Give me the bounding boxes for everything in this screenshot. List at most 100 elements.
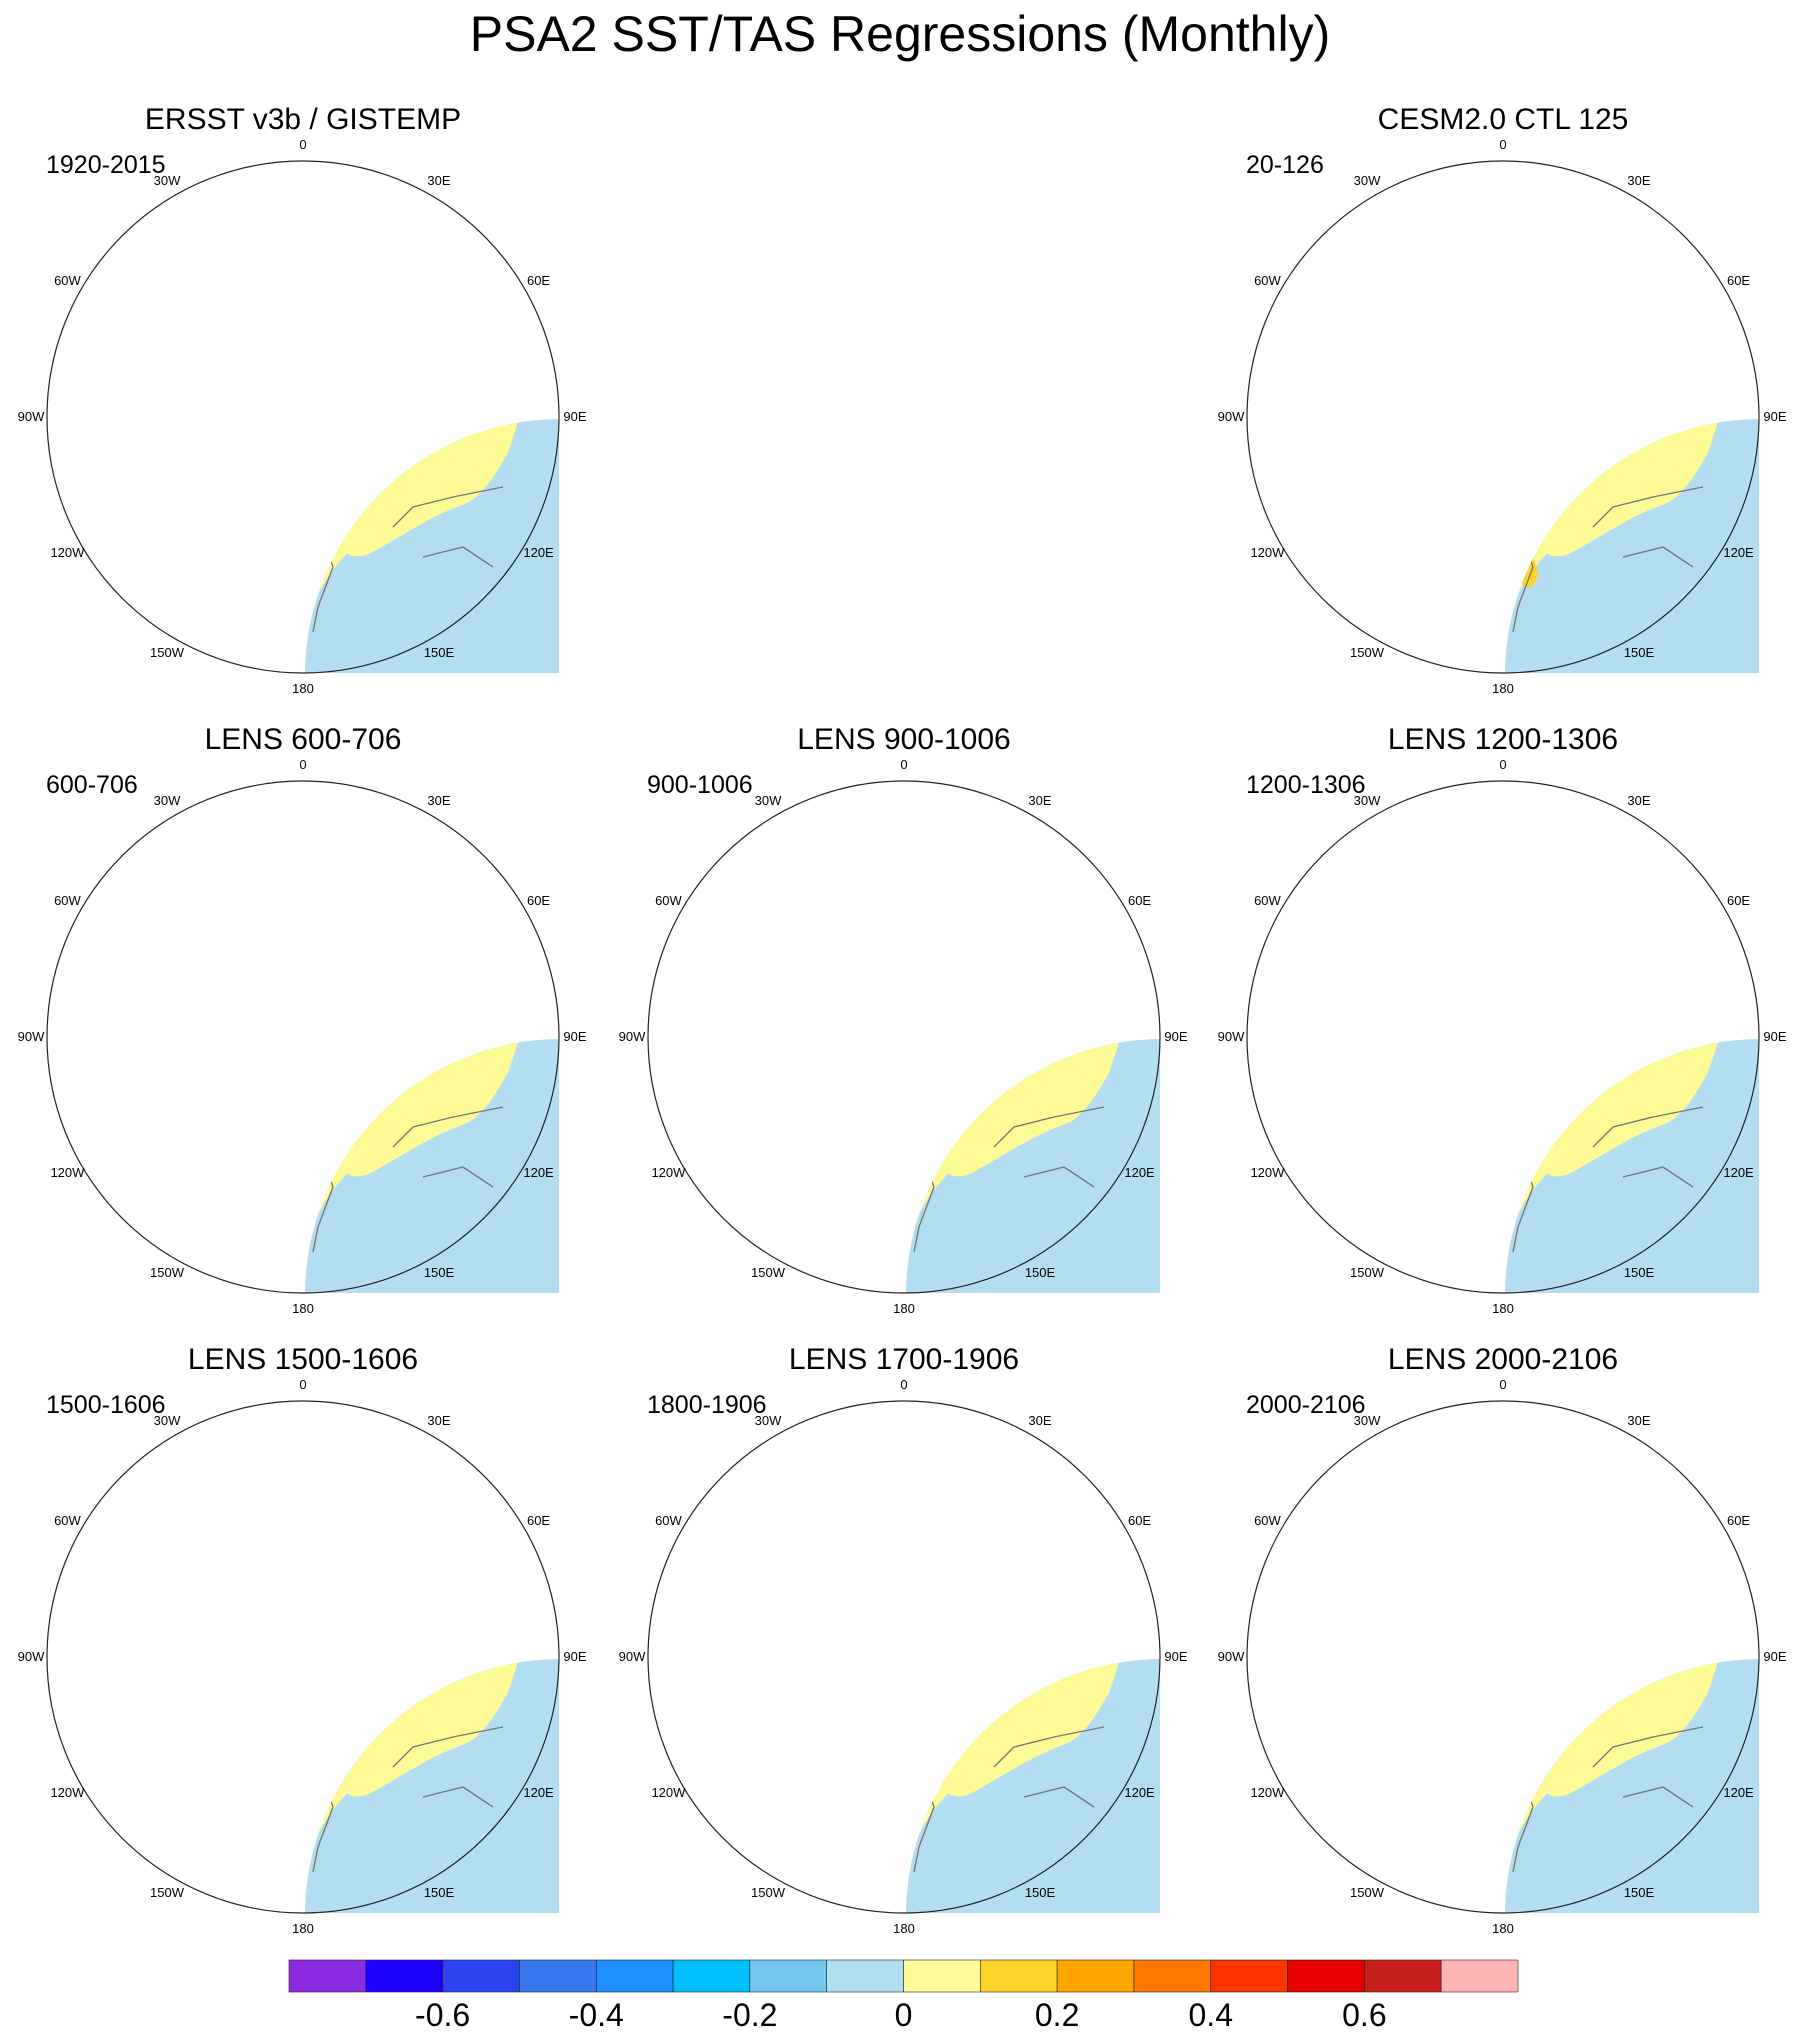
coastline-4 — [392, 486, 504, 528]
colorbar-swatch-9 — [980, 1959, 1058, 1993]
longitude-label: 30W — [1353, 1413, 1381, 1429]
longitude-label: 60W — [54, 893, 81, 908]
ocean-field — [305, 1659, 559, 1913]
contour-region-0 — [766, 1414, 943, 1541]
contour-region-4 — [1273, 352, 1353, 421]
contour-region-6 — [1359, 1634, 1456, 1727]
longitude-label: 150E — [1623, 644, 1655, 660]
colorbar-swatch-3 — [519, 1959, 597, 1993]
longitude-label: 30E — [1627, 1413, 1651, 1429]
coastline-5 — [422, 546, 494, 568]
longitude-label: 120E — [523, 1785, 554, 1800]
longitude-label: 150W — [751, 1884, 785, 1900]
coastline-0 — [672, 917, 834, 1047]
contour-region-5 — [207, 1516, 255, 1541]
longitude-label: 150E — [1623, 1264, 1655, 1280]
coastline-0 — [71, 917, 233, 1047]
contour-region-0 — [165, 794, 342, 921]
longitude-label: 30W — [153, 173, 181, 189]
longitude-label: 90E — [563, 1649, 587, 1664]
contour-region-6 — [747, 1655, 849, 1732]
colorbar-swatch-10 — [1056, 1959, 1135, 1993]
longitude-label: 120W — [651, 1785, 686, 1800]
longitude-label: 30E — [1627, 173, 1651, 189]
polar-map — [647, 1400, 1161, 1914]
longitude-label: 30W — [1353, 793, 1381, 809]
chart-title: PSA2 SST/TAS Regressions (Monthly) — [469, 6, 1331, 62]
coastline-4 — [993, 1106, 1105, 1148]
longitude-label: 90E — [563, 1029, 587, 1044]
longitude-label: 120W — [1250, 1785, 1285, 1800]
contour-region-6 — [242, 260, 255, 270]
longitude-label: 90W — [618, 1649, 646, 1664]
longitude-label: 60E — [1726, 273, 1751, 288]
longitude-label: 60W — [655, 893, 682, 908]
period-label: 1200-1306 — [1246, 771, 1366, 799]
ocean-field — [305, 1039, 559, 1293]
panel-title: LENS 900-1006 — [797, 723, 1011, 756]
longitude-label: 0 — [1499, 137, 1507, 152]
longitude-label: 60W — [1254, 1513, 1281, 1528]
longitude-label: 120W — [50, 1785, 85, 1800]
ocean-field — [906, 1039, 1160, 1293]
longitude-label: 60W — [1254, 273, 1281, 288]
longitude-label: 150W — [751, 1264, 785, 1280]
longitude-label: 150E — [1623, 1884, 1655, 1900]
longitude-label: 90W — [17, 409, 45, 424]
contour-region-0 — [165, 1414, 342, 1541]
longitude-label: 30E — [1627, 793, 1651, 809]
longitude-label: 180 — [893, 1301, 915, 1316]
contour-region-4 — [1273, 1592, 1353, 1661]
longitude-label: 120W — [1250, 1165, 1285, 1180]
coastline-5 — [1023, 1786, 1095, 1808]
panel-title: LENS 2000-2106 — [1387, 1343, 1619, 1376]
map-boundary — [647, 1400, 1161, 1914]
ocean-field — [1505, 419, 1759, 673]
longitude-label: 30W — [1353, 173, 1381, 189]
longitude-label: 90W — [1217, 409, 1245, 424]
coastline-4 — [392, 1106, 504, 1148]
longitude-label: 180 — [292, 681, 314, 696]
contour-region-0 — [165, 174, 342, 301]
colorbar-swatch-14 — [1364, 1959, 1442, 1993]
longitude-label: 120E — [1124, 1785, 1155, 1800]
longitude-label: 120E — [1723, 545, 1754, 560]
period-label: 1500-1606 — [46, 1391, 166, 1419]
colorbar-swatch-12 — [1210, 1959, 1288, 1993]
longitude-label: 60E — [1726, 893, 1751, 908]
contour-region-0 — [766, 794, 943, 921]
longitude-label: 150E — [423, 1264, 455, 1280]
panel-title: LENS 1500-1606 — [187, 1343, 419, 1376]
contour-region-6 — [1362, 420, 1477, 512]
panel-title: ERSST v3b / GISTEMP — [144, 103, 462, 136]
colorbar-swatch-1 — [365, 1959, 443, 1993]
period-label: 1800-1906 — [647, 1391, 767, 1419]
colorbar-tick-label: -0.4 — [568, 1997, 624, 2033]
longitude-label: 180 — [292, 1301, 314, 1316]
longitude-label: 120W — [651, 1165, 686, 1180]
longitude-label: 90W — [17, 1029, 45, 1044]
longitude-label: 0 — [900, 757, 908, 772]
map-boundary — [1246, 780, 1760, 1294]
colorbar-tick-label: 0 — [894, 1997, 913, 2033]
period-label: 1920-2015 — [46, 151, 166, 179]
longitude-label: 0 — [299, 137, 307, 152]
longitude-label: 150W — [150, 644, 184, 660]
colorbar-swatch-13 — [1287, 1959, 1365, 1993]
longitude-label: 180 — [1492, 1301, 1514, 1316]
longitude-label: 60E — [1726, 1513, 1751, 1528]
period-label: 2000-2106 — [1246, 1391, 1366, 1419]
coastline-5 — [1622, 1166, 1694, 1188]
polar-map — [46, 160, 560, 674]
longitude-label: 90W — [618, 1029, 646, 1044]
colorbar-swatch-4 — [595, 1959, 674, 1993]
longitude-label: 0 — [1499, 1377, 1507, 1392]
coastline-2 — [483, 877, 513, 907]
longitude-label: 60W — [54, 273, 81, 288]
contour-region-7 — [1436, 1071, 1450, 1100]
longitude-label: 150E — [423, 644, 455, 660]
coastline-0 — [71, 1537, 233, 1667]
longitude-label: 120W — [50, 1165, 85, 1180]
colorbar-swatch-7 — [826, 1959, 904, 1993]
contour-region-6 — [203, 1137, 295, 1174]
